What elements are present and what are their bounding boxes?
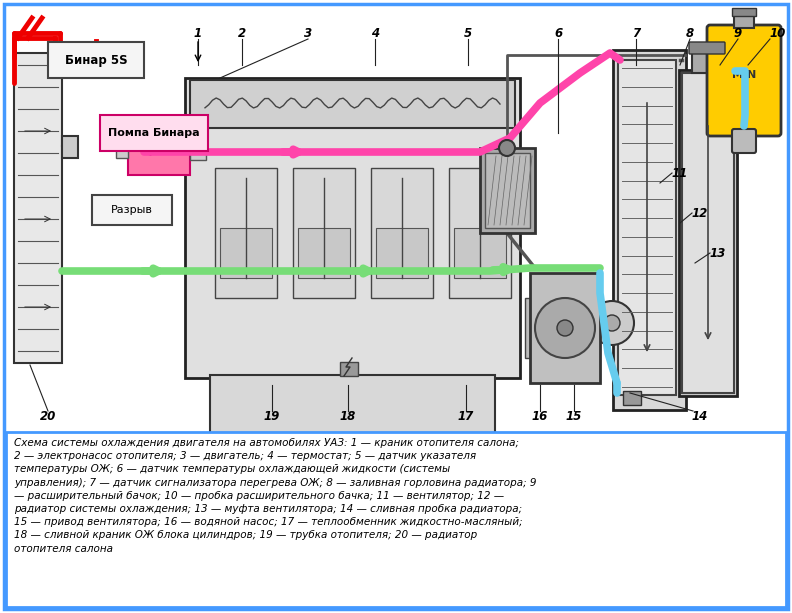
Bar: [215, 168, 277, 298]
Bar: [185, 78, 520, 378]
Text: 9: 9: [734, 26, 742, 39]
Circle shape: [535, 298, 595, 358]
Bar: [6, 432, 786, 607]
Text: 17: 17: [458, 411, 474, 424]
Text: Схема системы охлаждения двигателя на автомобилях УАЗ: 1 — краник отопителя сало: Схема системы охлаждения двигателя на ав…: [14, 438, 536, 554]
Circle shape: [499, 140, 515, 156]
Bar: [128, 129, 190, 175]
Circle shape: [604, 315, 620, 331]
Bar: [190, 144, 206, 160]
FancyBboxPatch shape: [707, 25, 781, 136]
Bar: [618, 60, 676, 395]
Text: Бинар 5S: Бинар 5S: [65, 53, 128, 66]
Bar: [14, 53, 62, 363]
Circle shape: [590, 301, 634, 345]
Text: 4: 4: [371, 26, 379, 39]
Bar: [376, 228, 428, 278]
Text: 15: 15: [565, 411, 582, 424]
Bar: [454, 228, 506, 278]
Bar: [480, 148, 535, 233]
Text: 14: 14: [692, 411, 708, 424]
Bar: [682, 73, 734, 393]
Bar: [48, 42, 144, 78]
Bar: [623, 391, 641, 405]
Bar: [371, 168, 433, 298]
Text: 19: 19: [264, 411, 280, 424]
Text: 6: 6: [554, 26, 562, 39]
Bar: [220, 228, 272, 278]
Bar: [62, 136, 78, 158]
Text: 7: 7: [632, 26, 640, 39]
Circle shape: [557, 320, 573, 336]
Bar: [485, 153, 530, 228]
Bar: [293, 168, 355, 298]
FancyBboxPatch shape: [732, 129, 756, 153]
Bar: [190, 80, 515, 128]
Text: 16: 16: [532, 411, 548, 424]
Text: 2: 2: [238, 26, 246, 39]
Text: 5: 5: [464, 26, 472, 39]
Text: Разрыв: Разрыв: [111, 205, 153, 215]
FancyBboxPatch shape: [689, 42, 725, 54]
Bar: [116, 146, 128, 158]
Bar: [530, 273, 600, 383]
Bar: [613, 50, 686, 410]
Bar: [298, 228, 350, 278]
Text: 1: 1: [194, 26, 202, 39]
Text: 10: 10: [770, 26, 786, 39]
Bar: [692, 51, 722, 73]
Bar: [732, 8, 756, 16]
Bar: [679, 70, 737, 396]
Bar: [525, 298, 540, 358]
Text: 18: 18: [340, 411, 356, 424]
Text: Помпа Бинара: Помпа Бинара: [109, 128, 200, 138]
Bar: [210, 375, 495, 433]
Bar: [100, 115, 208, 151]
Text: 11: 11: [672, 167, 688, 180]
Text: 12: 12: [692, 207, 708, 219]
Text: 20: 20: [40, 411, 56, 424]
Text: MIN: MIN: [732, 70, 756, 80]
Bar: [449, 168, 511, 298]
Bar: [92, 195, 172, 225]
Text: 3: 3: [304, 26, 312, 39]
Text: 8: 8: [686, 26, 694, 39]
Bar: [340, 362, 358, 376]
Bar: [734, 14, 754, 28]
Text: 13: 13: [710, 246, 726, 259]
